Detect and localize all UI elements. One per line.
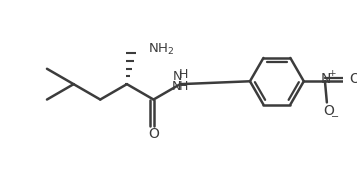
Text: N: N — [172, 80, 181, 93]
Text: N: N — [321, 72, 331, 86]
Text: H: H — [178, 80, 188, 93]
Text: H: H — [178, 68, 188, 81]
Text: O: O — [148, 127, 159, 141]
Text: O: O — [323, 104, 334, 118]
Text: +: + — [328, 69, 336, 78]
Text: NH$_2$: NH$_2$ — [148, 42, 175, 57]
Text: −: − — [331, 112, 340, 122]
Text: O: O — [349, 72, 357, 86]
Text: N: N — [173, 70, 182, 83]
